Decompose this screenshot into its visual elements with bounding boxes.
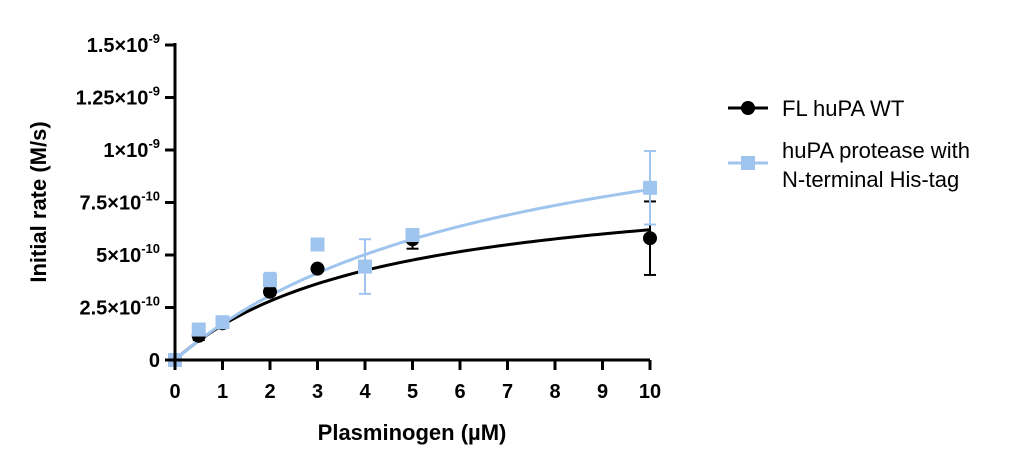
- point-fl-hupa-wt-7: [643, 231, 657, 246]
- y-tick-label-6: 1.5×10-9: [87, 31, 160, 57]
- legend-label-fl-hupa-wt: FL huPA WT: [782, 96, 904, 121]
- data-points: [168, 180, 657, 367]
- point-hupa-protease-6: [405, 228, 420, 243]
- y-tick-label-0: 0: [149, 350, 160, 372]
- y-tick-label-5: 1.25×10-9: [76, 84, 160, 110]
- y-tick-label-4: 1×10-9: [103, 136, 160, 162]
- x-tick-label-5: 5: [407, 381, 418, 403]
- fit-curve-fl-hupa-wt: [174, 228, 651, 362]
- x-tick-label-4: 4: [359, 381, 371, 403]
- fit-curve-hupa-protease: [174, 188, 651, 362]
- x-tick-label-0: 0: [169, 381, 180, 403]
- error-bars: [192, 150, 656, 342]
- point-hupa-protease-1: [191, 322, 206, 337]
- point-fl-hupa-wt-4: [310, 261, 325, 276]
- ticks: 0 1 2 3 4 5 6 7 8 9 10 0 2.5×10-10 5×10-10 7.5×10-10 1×…: [76, 31, 662, 403]
- x-tick-label-10: 10: [639, 381, 661, 403]
- point-hupa-protease-4: [310, 237, 325, 252]
- x-tick-label-6: 6: [454, 381, 465, 403]
- point-fl-hupa-wt-3: [263, 284, 277, 299]
- point-hupa-protease-5: [358, 259, 372, 274]
- y-tick-label-1: 2.5×10-10: [79, 294, 160, 320]
- point-hupa-protease-3: [263, 273, 277, 288]
- legend-label-hupa-protease-line1: huPA protease with: [782, 138, 970, 163]
- y-tick-label-2: 5×10-10: [96, 241, 160, 267]
- x-tick-label-1: 1: [217, 381, 228, 403]
- y-axis-title: Initial rate (M/s): [26, 121, 51, 282]
- x-tick-label-9: 9: [597, 381, 608, 403]
- legend-marker-fl-hupa-wt: [741, 101, 755, 115]
- legend-item-hupa-protease: huPA protease with N-terminal His-tag: [728, 138, 970, 192]
- legend-item-fl-hupa-wt: FL huPA WT: [728, 96, 904, 121]
- legend-label-hupa-protease-line2: N-terminal His-tag: [782, 167, 959, 192]
- fit-curves: [174, 188, 651, 362]
- x-tick-label-8: 8: [549, 381, 560, 403]
- y-tick-label-3: 7.5×10-10: [79, 189, 160, 215]
- legend-marker-hupa-protease: [741, 156, 755, 170]
- point-hupa-protease-7: [643, 180, 657, 195]
- legend: FL huPA WT huPA protease with N-terminal…: [728, 96, 970, 192]
- point-hupa-protease-2: [215, 315, 230, 330]
- x-tick-label-2: 2: [264, 381, 275, 403]
- x-tick-label-7: 7: [502, 381, 513, 403]
- x-axis-title: Plasminogen (µM): [318, 420, 507, 445]
- x-tick-label-3: 3: [312, 381, 323, 403]
